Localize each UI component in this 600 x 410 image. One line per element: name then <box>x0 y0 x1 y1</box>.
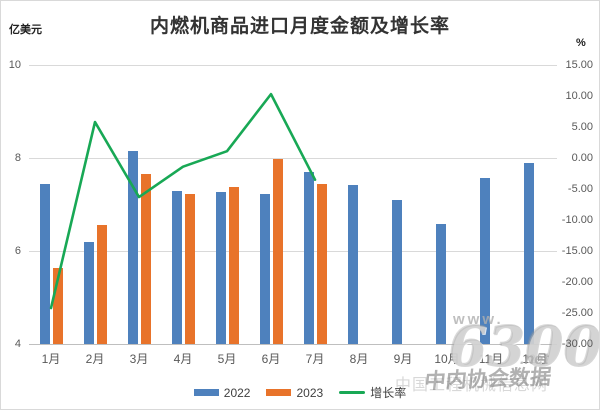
x-axis-label: 8月 <box>349 352 369 366</box>
bar-2023-month-6 <box>272 158 283 344</box>
right-axis-tick-label: -15.00 <box>561 245 593 257</box>
bar-2023-month-1 <box>52 268 63 344</box>
x-axis-label: 2月 <box>85 352 105 366</box>
legend: 2022 2023 增长率 <box>1 384 599 401</box>
legend-swatch-2022 <box>193 389 219 396</box>
gridline <box>29 65 557 66</box>
x-axis-label: 7月 <box>305 352 325 366</box>
bar-2023-month-2 <box>96 224 107 344</box>
right-axis-tick-label: 15.00 <box>565 59 593 71</box>
bar-2022-month-7 <box>303 171 314 344</box>
watermark-www: www. <box>453 311 504 328</box>
right-axis-tick-label: 10.00 <box>565 90 593 102</box>
legend-label-2023: 2023 <box>296 385 324 400</box>
right-axis-tick-label: -25.00 <box>561 307 593 319</box>
x-axis-label: 10月 <box>434 352 460 366</box>
left-axis-tick-label: 8 <box>14 152 21 164</box>
bar-2022-month-2 <box>83 241 94 344</box>
bar-2022-month-8 <box>347 184 358 344</box>
bar-2023-month-7 <box>316 183 327 344</box>
right-axis-tick-label: -5.00 <box>567 183 593 195</box>
left-axis-tick-label: 6 <box>14 245 21 257</box>
left-axis-tick-label: 10 <box>8 59 21 71</box>
bar-2022-month-9 <box>391 199 402 344</box>
right-axis-tick-label: -20.00 <box>561 276 593 288</box>
bar-2022-month-11 <box>479 178 490 344</box>
gridline <box>29 158 557 159</box>
legend-item-2023: 2023 <box>266 386 323 400</box>
x-axis-label: 3月 <box>129 352 149 366</box>
x-axis-label: 1月 <box>41 352 61 366</box>
bar-2022-month-10 <box>435 224 446 344</box>
bar-2022-month-12 <box>523 162 534 344</box>
bar-2022-month-3 <box>127 151 138 344</box>
chart-title: 内燃机商品进口月度金额及增长率 <box>149 16 450 37</box>
x-axis-label: 6月 <box>261 352 281 366</box>
legend-swatch-2023 <box>266 389 292 396</box>
bar-2023-month-3 <box>140 173 151 344</box>
bar-2022-month-5 <box>215 191 226 344</box>
bar-2022-month-6 <box>259 193 270 344</box>
legend-label-2022: 2022 <box>223 385 251 400</box>
right-axis-tick-label: -10.00 <box>561 214 593 226</box>
legend-line-swatch-growth <box>339 391 366 394</box>
bar-2022-month-4 <box>171 190 182 344</box>
legend-item-growth-rate: 增长率 <box>339 384 406 401</box>
left-axis-tick-label: 4 <box>14 338 21 350</box>
right-axis-unit-label: % <box>576 37 586 49</box>
legend-label-growth: 增长率 <box>370 386 407 400</box>
x-axis-label: 5月 <box>217 352 237 366</box>
x-axis-label: 4月 <box>173 352 193 366</box>
left-axis-unit-label: 亿美元 <box>9 24 42 36</box>
x-axis-line <box>29 344 557 345</box>
bar-2023-month-4 <box>184 194 195 344</box>
x-axis-label: 11月 <box>478 352 504 366</box>
bar-2023-month-5 <box>228 186 239 344</box>
right-axis-tick-label: 5.00 <box>571 121 593 133</box>
bar-2022-month-1 <box>39 183 50 344</box>
right-axis-tick-label: 0.00 <box>571 152 593 164</box>
right-axis-tick-label: -30.00 <box>561 338 593 350</box>
gridline <box>29 251 557 252</box>
legend-item-2022: 2022 <box>193 385 251 400</box>
x-axis-label: 9月 <box>393 352 413 366</box>
x-axis-label: 12月 <box>522 352 548 366</box>
